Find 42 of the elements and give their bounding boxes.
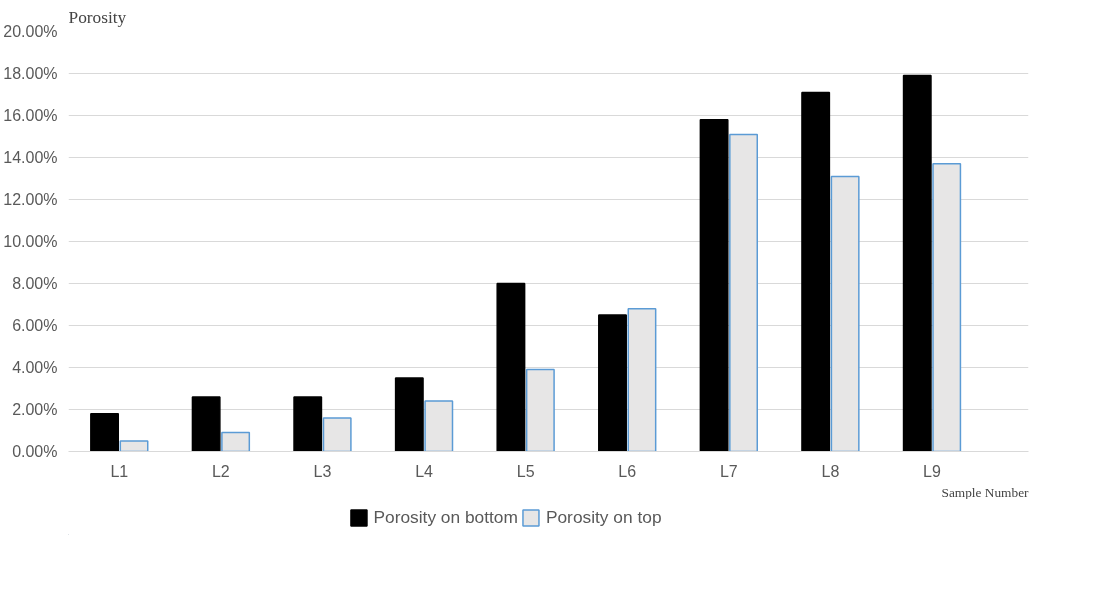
y-tick-label: 6.00% bbox=[12, 317, 58, 334]
legend-label: Porosity on bottom bbox=[373, 506, 518, 528]
x-tick-label: L6 bbox=[618, 462, 637, 480]
y-tick-label: 12.00% bbox=[3, 191, 58, 208]
x-tick-label: L8 bbox=[821, 462, 840, 480]
x-tick-label: L7 bbox=[719, 462, 738, 480]
bar bbox=[699, 118, 729, 452]
y-tick-label: 2.00% bbox=[12, 401, 58, 418]
bar bbox=[830, 175, 860, 452]
bar bbox=[801, 91, 831, 452]
bar bbox=[598, 314, 627, 452]
bar bbox=[191, 396, 221, 452]
x-tick-label: L4 bbox=[415, 462, 434, 480]
bar bbox=[322, 417, 352, 452]
bar bbox=[627, 307, 657, 452]
x-tick-label: L3 bbox=[313, 462, 332, 480]
y-tick-label: 10.00% bbox=[3, 233, 58, 250]
bar bbox=[293, 396, 323, 452]
y-tick-label: 8.00% bbox=[12, 275, 58, 292]
bar bbox=[221, 431, 251, 452]
legend-label: Porosity on top bbox=[545, 506, 662, 528]
bar bbox=[902, 74, 932, 452]
bar bbox=[729, 133, 759, 452]
x-tick-label: L1 bbox=[110, 462, 129, 480]
x-axis-title: Sample Number bbox=[941, 484, 1030, 500]
y-tick-label: 18.00% bbox=[3, 65, 58, 82]
bar bbox=[119, 440, 149, 452]
bar bbox=[525, 368, 555, 452]
x-tick-label: L5 bbox=[516, 462, 535, 480]
bar bbox=[90, 412, 120, 452]
x-tick-label: L2 bbox=[211, 462, 230, 480]
y-tick-label: 4.00% bbox=[12, 359, 58, 376]
y-tick-label: 14.00% bbox=[3, 149, 58, 166]
y-tick-label: 16.00% bbox=[3, 107, 58, 124]
y-tick-label: 0.00% bbox=[12, 443, 58, 460]
y-axis-title: Porosity bbox=[68, 7, 127, 27]
bar bbox=[496, 282, 526, 452]
bar bbox=[394, 377, 424, 452]
y-tick-label: 20.00% bbox=[3, 23, 58, 40]
x-tick-label: L9 bbox=[923, 462, 941, 480]
bar bbox=[932, 163, 962, 452]
bar bbox=[424, 400, 454, 452]
